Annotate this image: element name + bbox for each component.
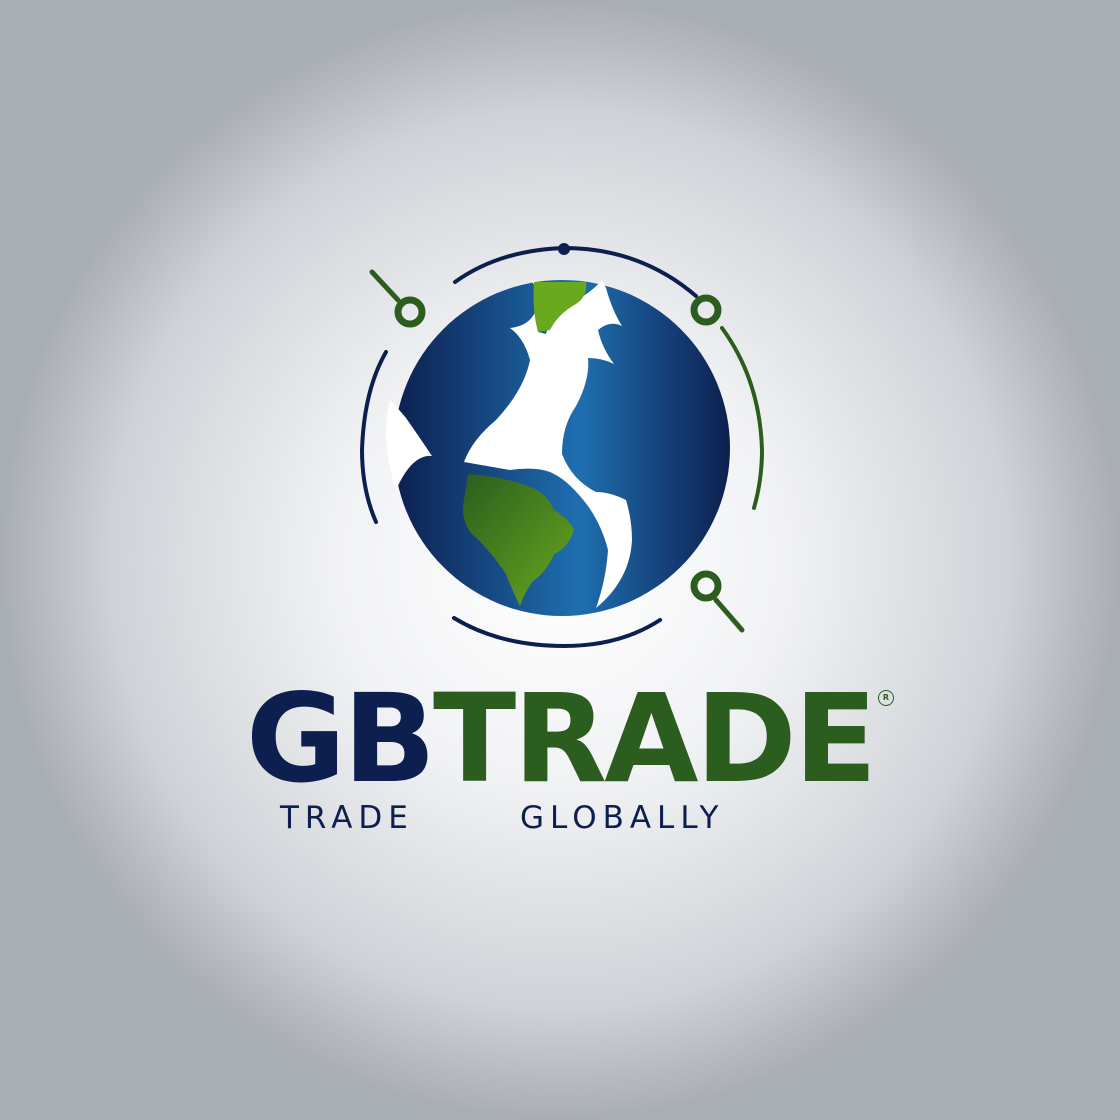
- network-node-top-right: [690, 294, 722, 326]
- globe-continents-white: [386, 280, 632, 608]
- brand-wordmark: GBTRADE: [0, 678, 1120, 800]
- network-node-bottom-right: [690, 570, 745, 633]
- orbit-ring: [359, 243, 765, 649]
- tagline-word-globally: GLOBALLY: [520, 800, 725, 836]
- brand-name-part-gb: GB: [245, 668, 436, 810]
- registered-trademark-icon: R: [878, 690, 894, 706]
- brand-name-part-trade: TRADE: [432, 668, 877, 810]
- tagline-word-trade: TRADE: [280, 800, 414, 836]
- globe-land-green: [463, 474, 574, 606]
- network-node-top-left: [369, 269, 426, 328]
- globe-emblem-icon: [359, 243, 765, 649]
- globe-land-north: [533, 282, 587, 332]
